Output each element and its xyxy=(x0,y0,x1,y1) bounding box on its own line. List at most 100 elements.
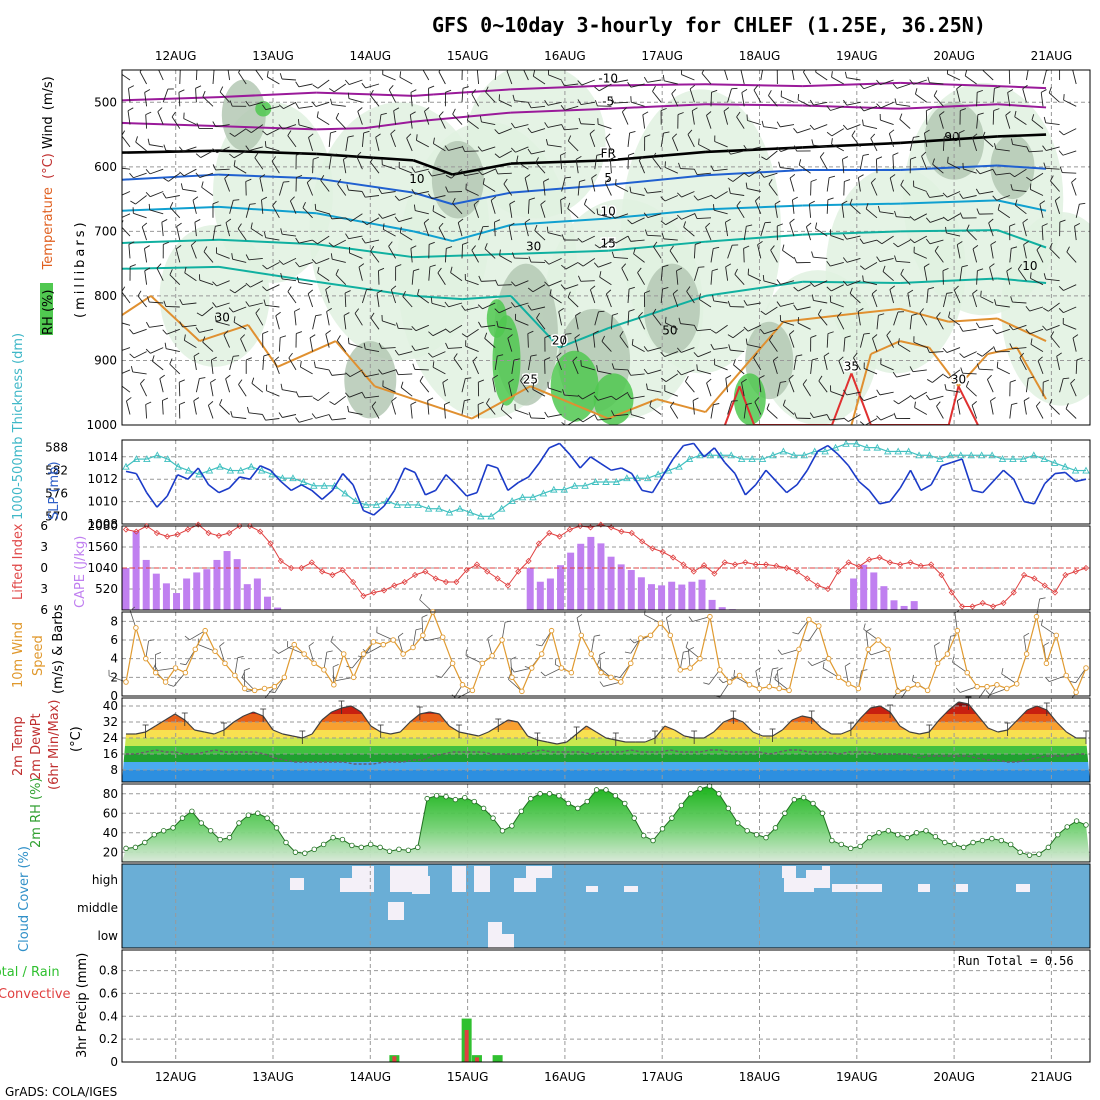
wind10-point xyxy=(261,685,268,692)
wind-barb-shaft xyxy=(1025,70,1029,81)
wind10-barb-shaft xyxy=(797,619,810,635)
lifted-index-ylabel: Lifted Index xyxy=(11,523,26,600)
wind10-ylabel-1: 10m Wind xyxy=(11,622,26,688)
isotherm--5-segment xyxy=(900,103,998,110)
wind-barb-shaft xyxy=(926,289,929,304)
wind-barb-feather xyxy=(1022,218,1028,223)
temp-line-segment xyxy=(527,735,538,741)
wind-barb-feather xyxy=(994,299,997,306)
wind10-barb-shaft xyxy=(1049,675,1067,683)
lifted-index-line-segment xyxy=(837,562,849,572)
wind-barb-shaft xyxy=(438,71,446,85)
wind-barb-feather xyxy=(842,280,848,286)
temp-line-segment xyxy=(537,739,548,743)
lifted-index-point xyxy=(411,571,419,579)
rh-blob xyxy=(465,70,606,219)
wind-barb-feather xyxy=(345,233,350,239)
wind-barb-shaft xyxy=(381,347,396,349)
slp-line-segment xyxy=(982,480,994,494)
wind10-point xyxy=(390,637,396,643)
temp-line-segment xyxy=(576,725,587,735)
wind-barb-shaft xyxy=(763,172,778,178)
precip-tick-label: 0.8 xyxy=(99,964,118,978)
cape-tick-label: 520 xyxy=(95,582,118,596)
wind-barb-shaft xyxy=(964,75,977,85)
wind-barb-shaft xyxy=(876,315,879,330)
thickness-point xyxy=(769,451,777,459)
wind-barb-feather xyxy=(1017,264,1022,270)
wind-barb-shaft xyxy=(914,407,928,415)
rh2m-point xyxy=(320,841,327,848)
rh2m-point xyxy=(443,793,449,800)
rh2m-point xyxy=(942,839,948,846)
wind-barb-feather xyxy=(118,66,119,72)
wind-barb-shaft xyxy=(1022,222,1027,237)
wind-barb-feather xyxy=(710,343,715,350)
rh2m-line-segment xyxy=(511,811,522,827)
temp-line-segment xyxy=(1036,705,1048,711)
lifted-index-point xyxy=(153,529,161,537)
cape-li-series xyxy=(122,521,1090,610)
wind-barb-feather xyxy=(312,239,318,245)
precip-tick-label: 0.2 xyxy=(99,1032,118,1046)
slp-line-segment xyxy=(507,481,519,492)
wind-barb-shaft xyxy=(1041,226,1044,241)
wind-barb-shaft xyxy=(547,144,562,148)
wind-barb-shaft xyxy=(166,328,180,335)
wind-barb-shaft xyxy=(766,408,778,419)
wind-barb-feather xyxy=(494,219,501,223)
wind-barb-shaft xyxy=(287,291,297,304)
wind-barb-shaft xyxy=(581,365,595,371)
wind-barb-shaft xyxy=(912,369,927,373)
cape-bar xyxy=(122,568,130,610)
wind-barb-shaft xyxy=(535,162,546,174)
wind-barb-shaft xyxy=(215,124,230,128)
wind-barb-feather xyxy=(544,281,550,287)
rh2m-point xyxy=(782,810,788,816)
wind-barb-shaft xyxy=(907,293,911,308)
wind-barb-feather xyxy=(330,98,333,105)
wind-barb-shaft xyxy=(665,373,679,382)
wind-barb-feather xyxy=(224,174,230,179)
slp-line-segment xyxy=(527,463,540,478)
isotherm-20-segment xyxy=(607,294,706,330)
wind-barb-feather xyxy=(900,268,904,275)
wind-barb-feather xyxy=(871,289,878,295)
lifted-index-point xyxy=(1020,571,1028,579)
wind-barb-shaft xyxy=(184,272,197,282)
wind10-point xyxy=(509,674,515,681)
thickness-line-segment xyxy=(490,508,503,517)
isotherm-10-segment xyxy=(802,202,901,207)
wind-barb-shaft xyxy=(432,328,446,337)
wind-barb-shaft xyxy=(178,92,181,107)
wind-barb-shaft xyxy=(1056,356,1061,370)
thickness-tick-label: 582 xyxy=(45,464,68,478)
thickness-point xyxy=(654,470,662,478)
wind-barb-feather xyxy=(528,256,532,263)
wind-barb-shaft xyxy=(481,146,496,152)
wind10-point xyxy=(1073,689,1079,696)
wind10-barb-feather xyxy=(167,684,174,687)
wind-barb-feather xyxy=(295,237,300,244)
wind10-line-segment xyxy=(966,672,978,688)
isotherm-35-segment xyxy=(850,373,872,425)
wind-barb-shaft xyxy=(328,155,332,170)
isotherm-5-segment xyxy=(316,177,414,194)
wind-barb-feather xyxy=(287,130,292,136)
wind-barb-feather xyxy=(947,156,949,163)
wind-barb-shaft xyxy=(947,191,961,198)
wind-barb-shaft xyxy=(515,146,529,153)
thickness-point xyxy=(831,443,840,451)
wind-barb-feather xyxy=(886,330,891,336)
wind-barb-shaft xyxy=(433,143,446,152)
wind-barb-shaft xyxy=(238,384,247,397)
isotherm-35-segment xyxy=(831,373,853,425)
wind-barb-shaft xyxy=(997,209,1011,219)
wind-barb-shaft xyxy=(649,405,662,415)
wind-barb-feather xyxy=(889,129,895,134)
lifted-index-point xyxy=(824,585,832,593)
lifted-index-point xyxy=(835,568,842,575)
wind-barb-shaft xyxy=(282,389,297,393)
wind-barb-shaft xyxy=(275,315,280,330)
